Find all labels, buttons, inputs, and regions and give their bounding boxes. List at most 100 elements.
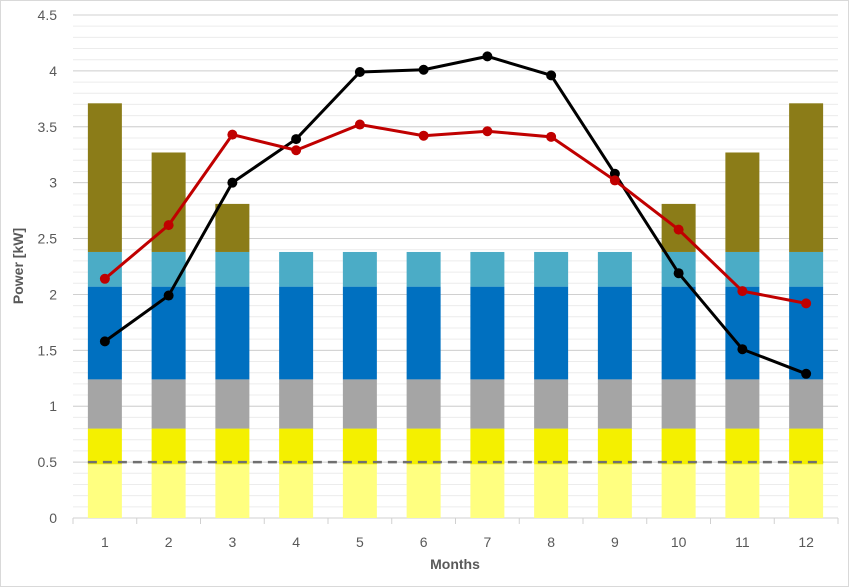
bar-segment-4 — [725, 286, 760, 380]
bar-segment-6 — [215, 203, 250, 252]
bar-segment-1 — [534, 464, 569, 518]
line-series-2-point — [801, 298, 812, 309]
line-series-1-point — [546, 70, 557, 81]
y-tick-label: 4 — [49, 63, 57, 79]
y-tick-label: 1 — [49, 398, 57, 414]
y-tick-labels: 0 0.5 1 1.5 2 2.5 3 3.5 4 4.5 — [38, 7, 58, 526]
gridlines — [72, 14, 839, 524]
y-tick-label: 0 — [49, 510, 57, 526]
line-series-2-point — [609, 175, 620, 186]
y-axis-title: Power [kW] — [10, 228, 26, 304]
x-tick-label: 1 — [101, 534, 109, 550]
bar-segment-3 — [406, 379, 441, 429]
x-tick-label: 12 — [798, 534, 814, 550]
bar-segment-3 — [342, 379, 377, 429]
y-tick-label: 2.5 — [38, 231, 58, 247]
y-tick-label: 3.5 — [38, 119, 58, 135]
y-tick-label: 1.5 — [38, 342, 58, 358]
bar-segment-3 — [597, 379, 632, 429]
x-tick-label: 2 — [165, 534, 173, 550]
bar-segment-4 — [661, 286, 696, 380]
bar-segment-2 — [534, 428, 569, 465]
x-tick-label: 11 — [735, 534, 750, 550]
y-tick-label: 3 — [49, 175, 57, 191]
bar-segment-4 — [406, 286, 441, 380]
line-series-1-point — [291, 134, 302, 145]
bar-segment-2 — [597, 428, 632, 465]
bar-segment-6 — [725, 152, 760, 252]
line-series-2-point — [418, 130, 429, 141]
line-series-1-point — [99, 336, 110, 347]
bar-segment-2 — [342, 428, 377, 465]
line-series-2-point — [291, 145, 302, 156]
bar-segment-2 — [151, 428, 186, 465]
bar-segment-2 — [725, 428, 760, 465]
line-series-1-point — [354, 67, 365, 78]
bar-segment-5 — [597, 251, 632, 287]
stacked-bars — [87, 103, 824, 518]
bar-segment-4 — [342, 286, 377, 380]
y-tick-label: 2 — [49, 286, 57, 302]
line-series-1 — [103, 54, 807, 376]
bar-segment-2 — [470, 428, 505, 465]
bar-segment-5 — [470, 251, 505, 287]
x-tick-label: 3 — [228, 534, 236, 550]
y-tick-label: 0.5 — [38, 454, 58, 470]
bar-segment-2 — [87, 428, 122, 465]
bar-segment-1 — [87, 464, 122, 518]
x-tick-label: 9 — [611, 534, 619, 550]
line-series-2-point — [227, 129, 238, 140]
bar-segment-2 — [215, 428, 250, 465]
bar-segment-3 — [215, 379, 250, 429]
line-series-1-point — [418, 64, 429, 75]
bar-segment-1 — [342, 464, 377, 518]
bar-segment-2 — [789, 428, 824, 465]
line-series-2-point — [163, 220, 174, 231]
x-axis-title: Months — [430, 556, 480, 572]
bar-segment-3 — [151, 379, 186, 429]
bar-segment-3 — [534, 379, 569, 429]
bar-segment-5 — [279, 251, 314, 287]
line-series-2-point — [99, 273, 110, 284]
bar-segment-4 — [597, 286, 632, 380]
bar-segment-2 — [661, 428, 696, 465]
bar-segment-3 — [279, 379, 314, 429]
line-series-1-point — [801, 368, 812, 379]
bar-segment-3 — [725, 379, 760, 429]
bar-segment-1 — [151, 464, 186, 518]
line-series-2-point — [482, 126, 493, 137]
bar-segment-2 — [406, 428, 441, 465]
bar-segment-1 — [789, 464, 824, 518]
line-series-1-point — [737, 344, 748, 355]
bar-segment-5 — [215, 251, 250, 287]
line-series-1-point — [482, 51, 493, 62]
bar-segment-5 — [789, 251, 824, 287]
bar-segment-4 — [215, 286, 250, 380]
bar-segment-4 — [470, 286, 505, 380]
bar-segment-1 — [597, 464, 632, 518]
line-series-group — [99, 51, 812, 379]
line-series-1-point — [673, 268, 684, 279]
bar-segment-5 — [534, 251, 569, 287]
x-tick-label: 8 — [547, 534, 555, 550]
x-tick-label: 4 — [292, 534, 300, 550]
x-tick-label: 6 — [420, 534, 428, 550]
bar-segment-1 — [279, 464, 314, 518]
y-tick-label: 4.5 — [38, 7, 58, 23]
bar-segment-1 — [470, 464, 505, 518]
line-series-2 — [103, 123, 807, 305]
bar-segment-1 — [406, 464, 441, 518]
bar-segment-3 — [661, 379, 696, 429]
line-series-2-point — [673, 224, 684, 235]
line-series-1-point — [163, 290, 174, 301]
bar-segment-3 — [470, 379, 505, 429]
bar-segment-2 — [279, 428, 314, 465]
x-tick-labels: 1 2 3 4 5 6 7 8 9 10 11 12 — [101, 534, 814, 550]
bar-segment-4 — [279, 286, 314, 380]
bar-segment-1 — [725, 464, 760, 518]
bar-segment-5 — [151, 251, 186, 287]
bar-segment-5 — [342, 251, 377, 287]
line-series-2-point — [546, 131, 557, 142]
x-tick-label: 10 — [671, 534, 687, 550]
